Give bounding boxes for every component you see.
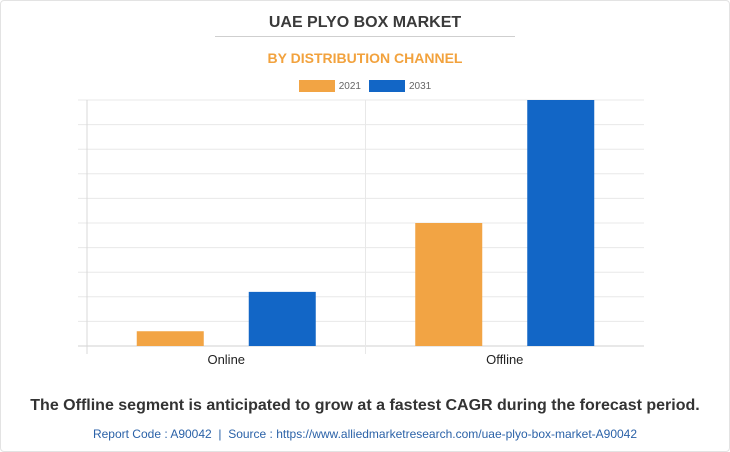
chart-title: UAE PLYO BOX MARKET bbox=[268, 14, 462, 31]
chart-subtitle: BY DISTRIBUTION CHANNEL bbox=[267, 50, 463, 66]
footer-source-line: Report Code : A90042 | Source : https://… bbox=[0, 427, 730, 441]
legend-label-2031: 2031 bbox=[409, 80, 432, 92]
report-code: Report Code : A90042 bbox=[92, 427, 212, 441]
bar-offline-2021 bbox=[415, 223, 483, 346]
footer-statement: The Offline segment is anticipated to gr… bbox=[30, 397, 700, 414]
x-tick-label-offline: Offline bbox=[486, 352, 523, 367]
source-separator: | bbox=[218, 427, 222, 441]
legend: 2021 2031 bbox=[0, 79, 730, 93]
source-link[interactable]: Source : https://www.alliedmarketresearc… bbox=[228, 427, 638, 441]
legend-swatch-2031 bbox=[369, 80, 405, 92]
x-tick-label-online: Online bbox=[207, 352, 245, 367]
bar-offline-2031 bbox=[527, 100, 595, 346]
bar-online-2031 bbox=[248, 291, 316, 346]
legend-item-2031[interactable]: 2031 bbox=[369, 80, 431, 92]
legend-label-2021: 2021 bbox=[338, 80, 361, 92]
title-divider bbox=[215, 36, 515, 37]
legend-swatch-2021 bbox=[298, 80, 335, 92]
bar-online-2021 bbox=[136, 331, 204, 346]
legend-item-2021[interactable]: 2021 bbox=[298, 80, 361, 92]
